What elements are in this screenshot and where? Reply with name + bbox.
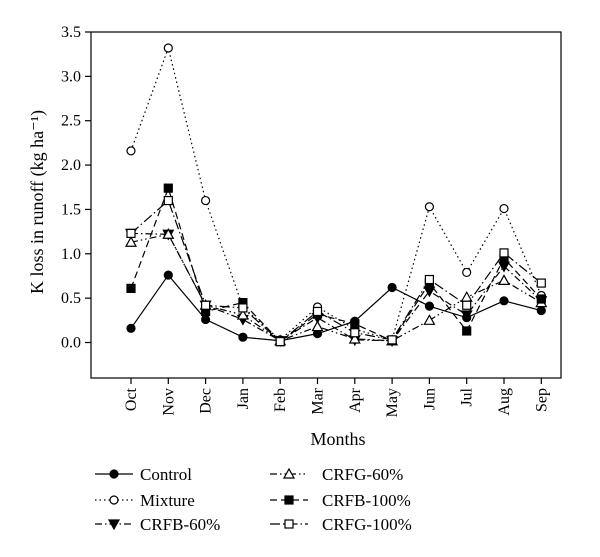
x-axis: Oct Nov Dec Jan Feb Mar Apr May Jun Jul Aug Sep	[123, 378, 550, 417]
x-tick-label: Mar	[310, 387, 327, 414]
y-tick-label: 0.0	[61, 335, 81, 352]
data-point	[462, 267, 472, 278]
data-point	[462, 326, 472, 336]
x-tick-label: Dec	[198, 388, 215, 414]
data-point	[238, 332, 248, 342]
x-tick-label: Jul	[459, 387, 476, 406]
data-point	[163, 270, 173, 280]
y-tick-label: 1.5	[61, 201, 81, 218]
data-point	[201, 314, 211, 325]
data-point	[350, 328, 360, 338]
data-point	[462, 300, 472, 310]
y-tick-label: 0.5	[61, 290, 81, 307]
series-line	[130, 45, 542, 341]
plot-border	[90, 31, 562, 379]
data-point	[238, 303, 248, 313]
legend-item: Mixture	[95, 491, 195, 510]
data-point	[201, 300, 211, 310]
data-point	[236, 308, 249, 320]
x-tick-label: Jan	[235, 388, 252, 409]
data-point	[312, 306, 323, 317]
data-point	[497, 274, 511, 286]
series-line	[130, 274, 542, 342]
data-point	[499, 203, 509, 214]
data-point	[201, 195, 211, 206]
data-point	[126, 323, 136, 333]
series-line	[130, 232, 542, 342]
x-tick-label: Aug	[496, 388, 513, 416]
series-crfb-100-	[126, 183, 546, 347]
data-point	[460, 310, 473, 322]
data-point	[126, 228, 136, 238]
data-point	[387, 335, 397, 345]
y-axis-label: K loss in runoff (kg ha⁻¹)	[27, 110, 48, 294]
legend-label: CRFB-60%	[140, 515, 220, 534]
legend-label: Mixture	[140, 491, 195, 510]
data-point	[499, 248, 509, 258]
legend-marker	[284, 495, 294, 505]
legend-marker	[282, 467, 296, 479]
x-tick-label: Sep	[533, 388, 550, 412]
x-axis-label: Months	[310, 429, 365, 449]
series-crfb-60-	[124, 228, 548, 347]
data-point	[311, 320, 324, 332]
y-tick-label: 2.0	[61, 157, 81, 174]
x-tick-label: Jun	[421, 388, 438, 410]
legend-marker	[107, 519, 121, 531]
y-tick-label: 3.0	[61, 68, 81, 85]
legend-label: CRFB-100%	[322, 491, 411, 510]
data-point	[536, 278, 546, 288]
legend-item: CRFG-60%	[270, 465, 403, 484]
legend: Control Mixture CRFB-60% CRFG-60% CRFB-100% C…	[95, 465, 412, 534]
data-point	[350, 319, 360, 329]
data-point	[424, 301, 434, 311]
y-axis: 0.0 0.5 1.0 1.5 2.0 2.5 3.0 3.5	[61, 24, 91, 352]
data-point	[536, 294, 546, 304]
legend-label: CRFG-100%	[322, 515, 412, 534]
data-point	[423, 314, 436, 325]
legend-label: Control	[140, 465, 192, 484]
data-point	[424, 202, 434, 212]
x-tick-label: May	[384, 388, 401, 417]
legend-item: CRFB-60%	[95, 515, 220, 534]
y-tick-label: 1.0	[61, 246, 81, 263]
legend-marker	[109, 495, 119, 505]
y-tick-label: 3.5	[61, 24, 81, 41]
legend-marker	[284, 519, 294, 529]
plot-area	[90, 31, 562, 379]
series-line	[130, 233, 542, 342]
y-tick-label: 2.5	[61, 113, 81, 130]
data-point	[536, 305, 546, 316]
legend-item: CRFB-100%	[270, 491, 411, 510]
data-point	[387, 282, 397, 293]
data-point	[126, 146, 136, 156]
series-line	[130, 186, 542, 343]
data-point	[424, 274, 434, 285]
data-point	[163, 183, 173, 193]
legend-item: CRFG-100%	[270, 515, 412, 534]
series-line	[130, 199, 542, 343]
data-point	[163, 43, 173, 53]
data-point	[348, 332, 361, 344]
legend-marker	[109, 469, 119, 479]
data-point	[275, 337, 285, 347]
data-point	[162, 228, 175, 239]
data-point	[499, 296, 509, 306]
x-tick-label: Oct	[123, 387, 140, 411]
series-layer	[124, 43, 548, 347]
data-point	[126, 283, 136, 293]
legend-label: CRFG-60%	[322, 465, 403, 484]
data-point	[163, 195, 173, 206]
data-point	[124, 236, 138, 247]
x-tick-label: Apr	[347, 387, 364, 413]
series-crfg-100-	[126, 195, 546, 347]
x-tick-label: Feb	[272, 388, 289, 412]
series-control	[126, 270, 546, 346]
legend-item: Control	[95, 465, 192, 484]
x-tick-label: Nov	[160, 388, 177, 416]
